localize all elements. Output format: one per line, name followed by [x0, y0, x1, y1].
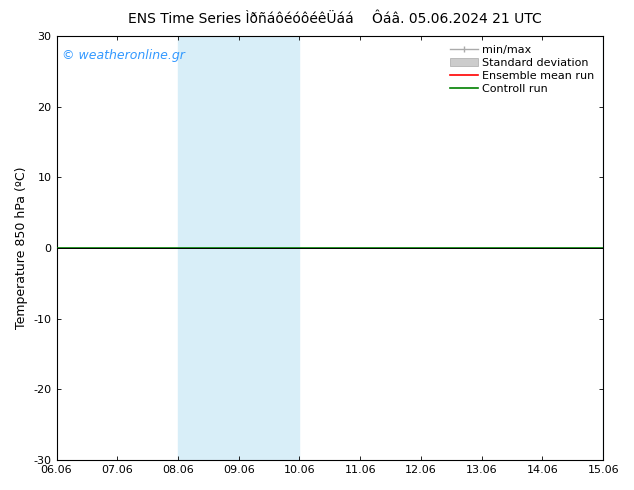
Legend: min/max, Standard deviation, Ensemble mean run, Controll run: min/max, Standard deviation, Ensemble me… — [446, 42, 598, 97]
Bar — [603, 36, 634, 460]
Text: ENS Time Series ÌðñáôéóôéêÜáá: ENS Time Series ÌðñáôéóôéêÜáá — [128, 12, 354, 26]
Text: Ôáâ. 05.06.2024 21 UTC: Ôáâ. 05.06.2024 21 UTC — [372, 12, 541, 26]
Text: © weatheronline.gr: © weatheronline.gr — [62, 49, 185, 62]
Bar — [178, 36, 299, 460]
Y-axis label: Temperature 850 hPa (ºC): Temperature 850 hPa (ºC) — [15, 167, 28, 329]
